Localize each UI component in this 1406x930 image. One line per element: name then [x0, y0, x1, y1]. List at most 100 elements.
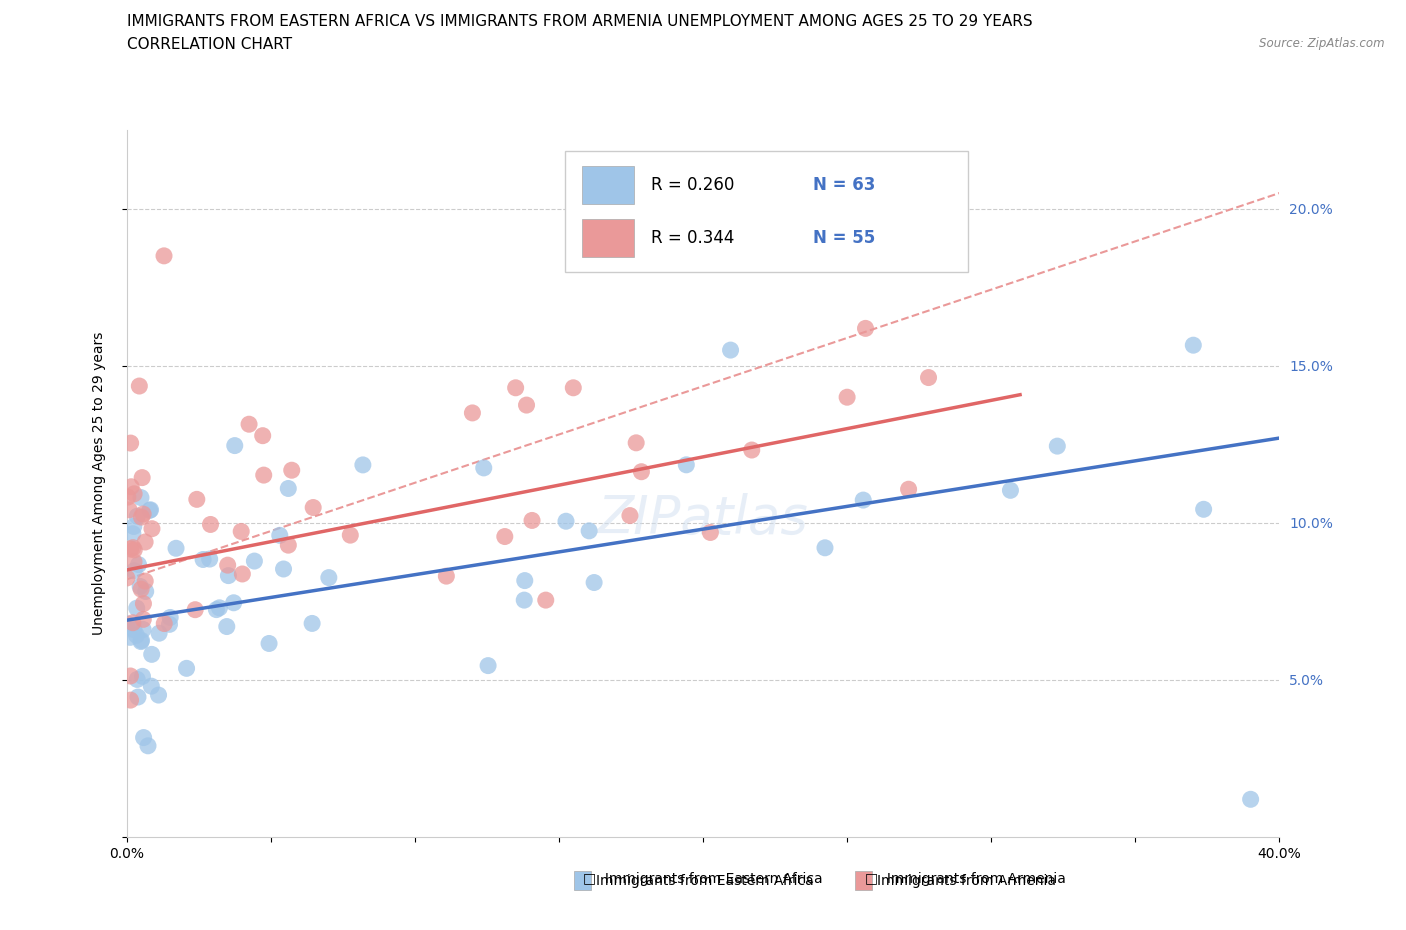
Point — [125, 628, 148, 643]
Point — [461, 405, 484, 420]
Point — [127, 672, 149, 687]
Point — [515, 398, 537, 413]
Point — [134, 574, 156, 589]
Point — [578, 524, 600, 538]
Point — [141, 679, 163, 694]
Point — [253, 468, 276, 483]
Point — [534, 592, 557, 607]
Point — [120, 479, 142, 494]
Point — [318, 570, 340, 585]
Point — [1240, 791, 1263, 806]
Text: R = 0.260: R = 0.260 — [651, 177, 734, 194]
Point — [252, 428, 274, 443]
Text: R = 0.344: R = 0.344 — [651, 230, 734, 247]
Point — [122, 519, 145, 534]
Point — [191, 552, 214, 567]
Point — [238, 417, 260, 432]
Point — [513, 573, 536, 588]
Point — [115, 570, 138, 585]
Point — [165, 541, 187, 556]
Point — [118, 502, 141, 517]
Point — [159, 617, 181, 631]
Point — [301, 616, 323, 631]
Point — [131, 471, 153, 485]
Point — [122, 564, 145, 578]
Bar — [855, 871, 872, 890]
Point — [117, 489, 139, 504]
Point — [339, 527, 361, 542]
Point — [277, 538, 299, 552]
Point — [120, 435, 142, 450]
Point — [222, 595, 245, 610]
Point — [852, 493, 875, 508]
Point — [132, 612, 155, 627]
Point — [129, 579, 152, 594]
Bar — [574, 871, 591, 890]
Point — [122, 622, 145, 637]
Point — [134, 535, 156, 550]
Point — [513, 592, 536, 607]
Point — [583, 575, 606, 590]
Point — [131, 510, 153, 525]
Point — [215, 619, 238, 634]
FancyBboxPatch shape — [565, 152, 969, 272]
Point — [280, 463, 302, 478]
Point — [1182, 338, 1205, 352]
Text: Immigrants from Eastern Africa: Immigrants from Eastern Africa — [596, 873, 814, 888]
Point — [217, 558, 239, 573]
Point — [141, 521, 163, 536]
Point — [153, 616, 176, 631]
Point — [127, 509, 149, 524]
Point — [205, 602, 228, 617]
Point — [122, 526, 145, 541]
Point — [494, 529, 516, 544]
Point — [120, 630, 142, 644]
Point — [741, 443, 763, 458]
Point — [1046, 439, 1069, 454]
Point — [675, 458, 697, 472]
Point — [122, 554, 145, 569]
Point — [720, 342, 742, 357]
Text: □  Immigrants from Armenia: □ Immigrants from Armenia — [865, 871, 1066, 886]
Text: Immigrants from Armenia: Immigrants from Armenia — [877, 873, 1056, 888]
Point — [200, 517, 222, 532]
Point — [136, 738, 159, 753]
Point — [121, 616, 143, 631]
Point — [120, 693, 142, 708]
Point — [186, 492, 208, 507]
Point — [132, 730, 155, 745]
Point — [1000, 483, 1022, 498]
Point — [269, 528, 291, 543]
Point — [217, 568, 239, 583]
Point — [477, 658, 499, 673]
Point — [176, 661, 198, 676]
Point — [153, 248, 176, 263]
Point — [505, 380, 527, 395]
Text: CORRELATION CHART: CORRELATION CHART — [127, 37, 291, 52]
Point — [855, 321, 877, 336]
Point — [243, 553, 266, 568]
Point — [555, 513, 578, 528]
Bar — [582, 166, 634, 205]
Point — [619, 508, 641, 523]
Point — [277, 481, 299, 496]
Point — [917, 370, 939, 385]
Point — [198, 551, 221, 566]
Point — [814, 540, 837, 555]
Point — [630, 464, 652, 479]
Point — [302, 500, 325, 515]
Y-axis label: Unemployment Among Ages 25 to 29 years: Unemployment Among Ages 25 to 29 years — [91, 332, 105, 635]
Text: ZIPatlas: ZIPatlas — [598, 493, 808, 545]
Point — [231, 566, 253, 581]
Point — [520, 513, 543, 528]
Point — [352, 458, 374, 472]
Point — [131, 669, 153, 684]
Text: IMMIGRANTS FROM EASTERN AFRICA VS IMMIGRANTS FROM ARMENIA UNEMPLOYMENT AMONG AGE: IMMIGRANTS FROM EASTERN AFRICA VS IMMIGR… — [127, 14, 1032, 29]
Point — [148, 687, 170, 702]
Point — [128, 557, 150, 572]
Point — [562, 380, 585, 395]
Point — [129, 634, 152, 649]
Point — [120, 541, 142, 556]
Text: □  Immigrants from Eastern Africa: □ Immigrants from Eastern Africa — [583, 871, 823, 886]
Point — [128, 379, 150, 393]
